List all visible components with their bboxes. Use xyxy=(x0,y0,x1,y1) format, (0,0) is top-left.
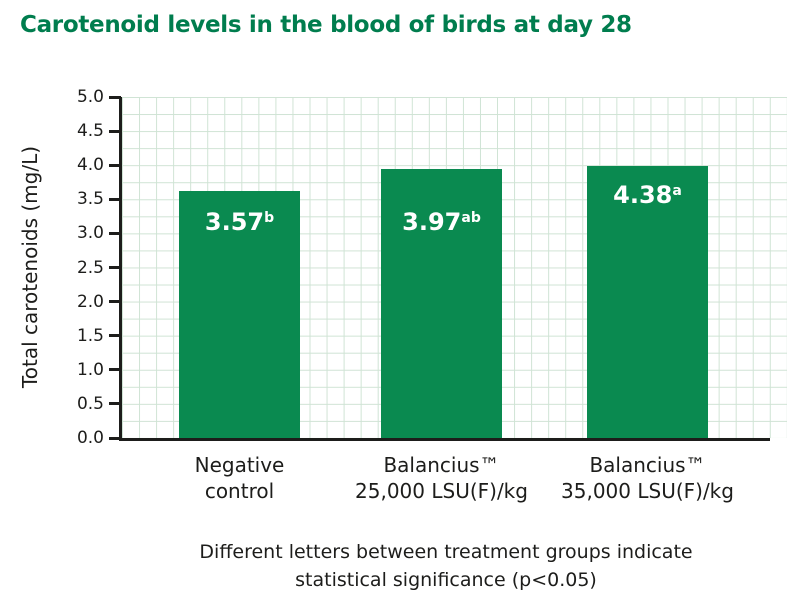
y-axis-tick xyxy=(109,231,121,235)
y-axis-tick xyxy=(109,300,121,304)
y-axis-tick-label: 0.5 xyxy=(76,393,104,414)
y-axis-line xyxy=(119,97,122,441)
x-axis-category-line: Balancius™ xyxy=(383,453,500,477)
x-axis-category-line: control xyxy=(204,479,275,503)
footnote-line-1: Different letters between treatment grou… xyxy=(199,541,693,563)
y-axis-tick xyxy=(109,129,121,133)
y-axis-tick xyxy=(109,402,121,406)
y-axis-tick-label: 1.0 xyxy=(76,359,104,380)
bar-value-label: 4.38a xyxy=(587,182,708,208)
y-axis-tick xyxy=(109,197,121,201)
y-axis-tick xyxy=(109,95,121,99)
bar-value: 4.38 xyxy=(613,180,673,209)
x-axis-category-line: 25,000 LSU(F)/kg xyxy=(355,479,528,503)
y-axis-tick-label: 2.0 xyxy=(76,291,104,312)
y-axis-tick-label: 4.0 xyxy=(76,155,104,176)
x-axis-category-line: Negative xyxy=(194,453,285,477)
y-axis-tick xyxy=(109,266,121,269)
y-axis-tick xyxy=(109,334,121,338)
y-axis-tick xyxy=(109,163,121,167)
x-axis-line xyxy=(119,438,770,441)
bar-value: 3.97 xyxy=(402,208,462,237)
bar-value: 3.57 xyxy=(204,208,265,237)
bar-1: 3.57b xyxy=(179,191,300,438)
y-axis-tick-label: 3.5 xyxy=(76,189,104,210)
bar-value-label: 3.97ab xyxy=(381,209,502,235)
bar-value-label: 3.57b xyxy=(179,209,300,235)
significance-footnote: Different letters between treatment grou… xyxy=(122,538,770,594)
x-axis-category-line: Balancius™ xyxy=(589,453,706,477)
x-axis-category-line: 35,000 LSU(F)/kg xyxy=(561,479,734,503)
y-axis-tick-label: 0.0 xyxy=(76,428,104,448)
chart-title: Carotenoid levels in the blood of birds … xyxy=(20,12,632,38)
y-axis-tick-label: 1.5 xyxy=(76,325,104,346)
x-axis-category-label: Balancius™ 25,000 LSU(F)/kg xyxy=(322,452,562,504)
y-axis-tick xyxy=(109,368,121,372)
y-axis-tick xyxy=(109,436,121,440)
y-axis-tick-label: 5.0 xyxy=(76,87,104,107)
significance-letter: ab xyxy=(461,210,481,227)
y-axis-tick-label: 3.0 xyxy=(76,223,104,244)
x-axis-category-label: Negative control xyxy=(120,452,360,504)
y-axis-tick-label: 4.5 xyxy=(76,121,104,142)
x-axis-category-label: Balancius™ 35,000 LSU(F)/kg xyxy=(528,452,768,504)
footnote-line-2: statistical significance (p<0.05) xyxy=(295,569,597,591)
significance-letter: a xyxy=(672,182,682,199)
significance-letter: b xyxy=(264,210,275,227)
bar-2: 3.97ab xyxy=(381,169,502,438)
bar-3: 4.38a xyxy=(587,165,708,438)
y-axis-tick-label: 2.5 xyxy=(76,257,104,278)
